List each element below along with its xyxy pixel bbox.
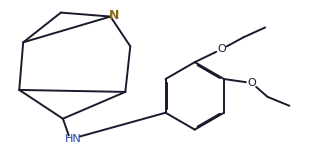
Text: O: O bbox=[217, 44, 226, 54]
Text: HN: HN bbox=[64, 133, 81, 144]
Text: N: N bbox=[109, 9, 120, 22]
Text: O: O bbox=[247, 78, 256, 88]
